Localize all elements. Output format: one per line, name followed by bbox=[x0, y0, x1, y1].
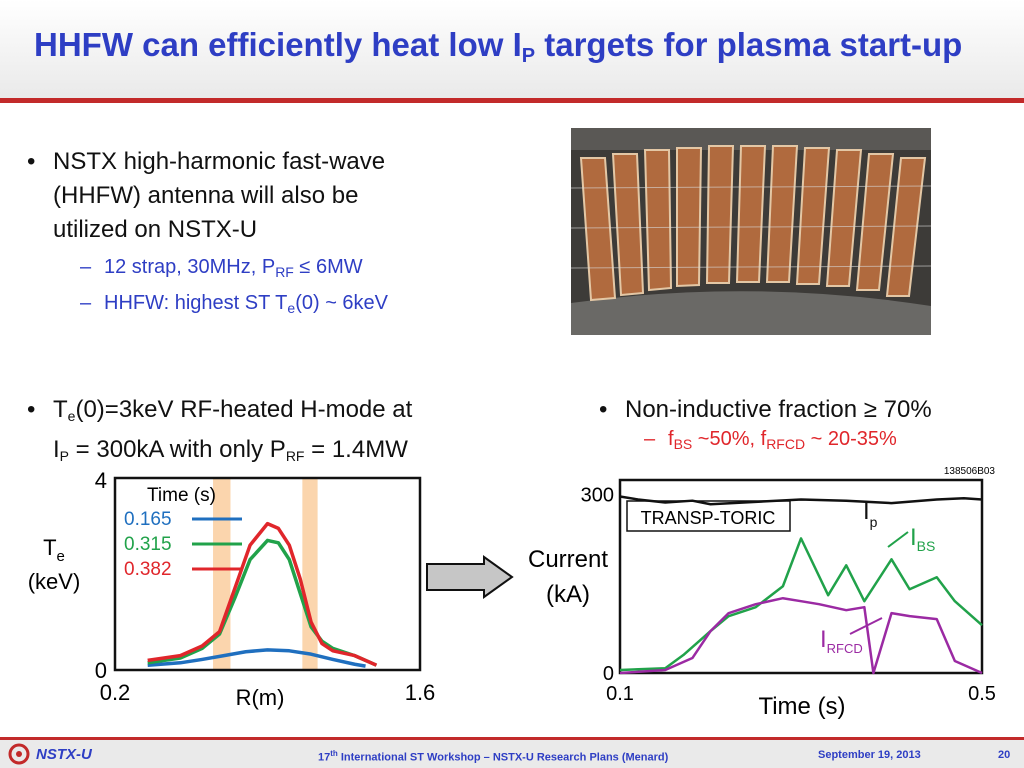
label-ibs: IBS bbox=[910, 524, 935, 554]
footer-date: September 19, 2013 bbox=[818, 749, 921, 761]
code-label: TRANSP-TORIC bbox=[641, 508, 776, 528]
bullet-antenna-line1: NSTX high-harmonic fast-wave bbox=[53, 148, 386, 175]
bullet-antenna: • NSTX high-harmonic fast-wave (HHFW) an… bbox=[27, 145, 386, 247]
label-ip: Ip bbox=[863, 498, 878, 530]
footer-rule bbox=[0, 737, 1024, 740]
footer-workshop: 17th International ST Workshop – NSTX-U … bbox=[318, 749, 669, 764]
x-tick-1.6: 1.6 bbox=[405, 680, 436, 705]
ibs-pointer bbox=[887, 531, 909, 548]
right-arrow bbox=[426, 555, 514, 599]
slide-title: HHFW can efficiently heat low IP targets… bbox=[34, 26, 963, 67]
subbullet-hhfw: – HHFW: highest ST Te(0) ~ 6keV bbox=[80, 292, 389, 316]
series-line-0.315 bbox=[147, 538, 378, 667]
x-axis-label: Time (s) bbox=[758, 693, 845, 720]
label-irfcd: IRFCD bbox=[820, 626, 863, 656]
y-tick-0: 0 bbox=[95, 658, 107, 683]
subbullet-strap: –12 strap, 30MHz, PRF ≤ 6MW bbox=[80, 256, 363, 280]
y-axis-label-unit: (kA) bbox=[546, 581, 590, 608]
bullet-hmode-line2: IP = 300kA with only PRF = 1.4MW bbox=[53, 436, 408, 464]
irfcd-pointer bbox=[849, 617, 883, 635]
legend-label-0.315: 0.315 bbox=[124, 534, 172, 555]
y-tick-4: 4 bbox=[95, 468, 107, 493]
current-chart: 138506B03 TRANSP-TORIC 0 300 0.1 0.5 Tim… bbox=[528, 466, 996, 720]
x-tick-0.1: 0.1 bbox=[606, 683, 634, 705]
bullet-antenna-line2: (HHFW) antenna will also be bbox=[53, 182, 359, 209]
shaded-region-2 bbox=[302, 478, 318, 670]
footer-logo: NSTX-U bbox=[36, 746, 92, 763]
shot-label: 138506B03 bbox=[944, 466, 996, 477]
x-axis-label: R(m) bbox=[236, 685, 285, 710]
antenna-photo bbox=[571, 128, 931, 335]
header-bar bbox=[0, 0, 1024, 100]
legend-label-0.382: 0.382 bbox=[124, 559, 172, 580]
subbullet-fractions: – fBS ~50%, fRFCD ~ 20-35% bbox=[644, 428, 897, 452]
series-line-0.165 bbox=[147, 648, 366, 668]
series-line-I_p bbox=[619, 495, 983, 506]
y-axis-label-te: Te bbox=[43, 535, 65, 565]
y-axis-label-unit: (keV) bbox=[28, 569, 81, 594]
nstx-logo-icon bbox=[8, 743, 30, 765]
legend-label-0.165: 0.165 bbox=[124, 509, 172, 530]
bullet-noninductive: • Non-inductive fraction ≥ 70% bbox=[599, 396, 932, 423]
footer-bar bbox=[0, 737, 1024, 768]
code-label-box bbox=[626, 500, 791, 532]
antenna-photo-drawing bbox=[571, 128, 931, 335]
x-tick-0.5: 0.5 bbox=[968, 683, 996, 705]
x-tick-0.2: 0.2 bbox=[100, 680, 131, 705]
te-profile-chart: 0 4 0.2 1.6 R(m) Te (keV) Time (s) 0.165… bbox=[28, 468, 436, 710]
shaded-region-1 bbox=[213, 478, 231, 670]
y-tick-0: 0 bbox=[603, 663, 614, 685]
legend-title: Time (s) bbox=[147, 485, 216, 506]
series-line-0.382 bbox=[147, 521, 378, 667]
y-axis-label-current: Current bbox=[528, 546, 608, 573]
current-plot-frame bbox=[618, 478, 984, 675]
bullet-hmode-line1: Te(0)=3keV RF-heated H-mode at bbox=[53, 396, 413, 424]
series-line-I_RFCD bbox=[619, 596, 983, 675]
bullet-hmode: • Te(0)=3keV RF-heated H-mode at IP = 30… bbox=[27, 393, 413, 473]
te-plot-frame bbox=[113, 476, 422, 672]
y-tick-300: 300 bbox=[581, 485, 614, 507]
series-line-I_BS bbox=[619, 537, 983, 672]
footer-page-number: 20 bbox=[998, 749, 1011, 761]
bullet-antenna-line3: utilized on NSTX-U bbox=[53, 216, 258, 243]
header-rule bbox=[0, 98, 1024, 103]
